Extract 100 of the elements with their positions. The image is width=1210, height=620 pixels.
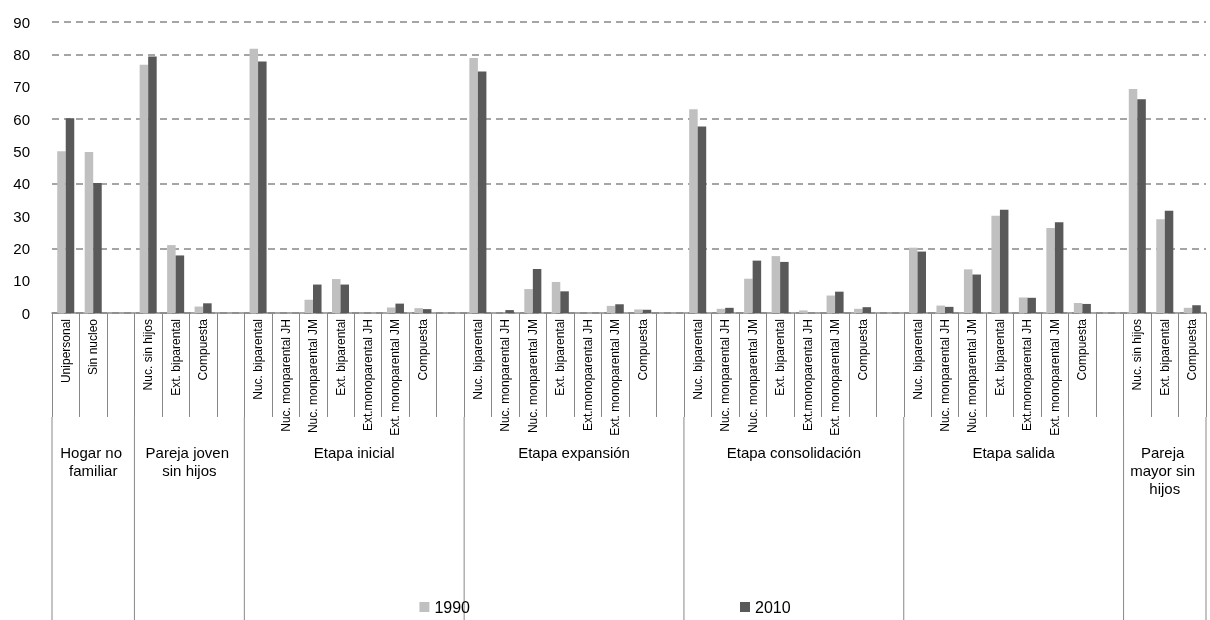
bar — [1018, 297, 1028, 313]
y-tick-label: 60 — [13, 110, 30, 128]
bar — [139, 64, 149, 313]
x-tick-label: Ext. biparental — [333, 319, 348, 396]
bar — [1054, 222, 1064, 313]
text: Etapa consolidación — [726, 443, 861, 461]
bar — [689, 109, 698, 313]
x-tick-label: Compuesta — [196, 318, 211, 381]
bar — [1192, 305, 1201, 313]
text: Pareja joven sin hijos — [145, 443, 234, 479]
y-tick-label: 50 — [13, 142, 30, 160]
x-tick-label: Nuc. monparental JH — [498, 319, 513, 432]
x-tick-label: Ext.monoparental JH — [800, 319, 815, 432]
bar — [203, 303, 212, 313]
x-tick-label: Nuc. sin hijos — [141, 319, 156, 391]
x-tick-label: Ext.monoparental JH — [580, 319, 595, 432]
bar — [340, 284, 350, 313]
bar — [744, 278, 753, 313]
x-tick-label: Compuesta — [1185, 318, 1200, 381]
bar — [615, 304, 624, 313]
bar — [532, 269, 542, 313]
y-tick-label: 10 — [13, 272, 30, 290]
y-tick-label: 0 — [21, 304, 30, 322]
bar — [799, 310, 808, 313]
bar — [936, 305, 945, 313]
x-tick-label: Ext. monoparental JM — [388, 319, 403, 436]
x-tick-label: Nuc. monparental JH — [718, 319, 733, 432]
x-tick-label: Nuc. monparental JM — [306, 319, 321, 434]
bar — [524, 289, 533, 313]
bar — [999, 209, 1009, 313]
bar — [1046, 227, 1055, 313]
bar — [835, 291, 844, 313]
bar — [1164, 210, 1174, 313]
x-tick-label: Ext. monoparental JM — [828, 319, 843, 436]
x-tick-label: Ext.monoparental JH — [1020, 319, 1035, 432]
bar — [1027, 297, 1036, 313]
x-tick-label: Ext. biparental — [773, 319, 788, 396]
x-tick-label: Nuc. monparental JH — [278, 319, 293, 432]
bar — [771, 256, 781, 313]
y-tick-label: 90 — [13, 13, 30, 31]
bar — [1082, 303, 1091, 313]
x-tick-label: Compuesta — [635, 318, 650, 381]
bar — [634, 309, 643, 313]
text: Etapa expansión — [518, 443, 630, 461]
x-tick-label: Compuesta — [855, 318, 870, 381]
bar — [725, 307, 734, 313]
x-tick-label: Nuc. monparental JH — [937, 319, 952, 432]
legend-label: 1990 — [434, 598, 471, 616]
x-tick-label: Ext.monoparental JH — [360, 319, 375, 432]
bar — [908, 247, 918, 313]
bar — [469, 57, 478, 313]
bar — [313, 284, 322, 313]
x-tick-label: Nuc. monparental JM — [745, 319, 760, 434]
x-tick-label: Sin nucleo — [86, 318, 101, 376]
y-tick-label: 70 — [13, 78, 30, 96]
bar — [422, 309, 432, 313]
x-tick-label: Ext. biparental — [992, 319, 1007, 396]
bar — [331, 279, 341, 313]
bar — [963, 269, 973, 313]
bar — [1183, 307, 1193, 313]
bar — [826, 295, 836, 313]
x-tick-label: Nuc. biparental — [251, 319, 266, 400]
bar — [917, 251, 927, 313]
bar — [780, 261, 789, 313]
y-tick-label: 30 — [13, 207, 30, 225]
bar — [1128, 88, 1138, 313]
bar — [991, 215, 1000, 313]
bar — [175, 255, 185, 313]
x-tick-label: Ext. monoparental JM — [1047, 319, 1062, 436]
bar — [148, 56, 157, 313]
bar — [560, 291, 569, 313]
bar — [752, 260, 762, 313]
bar — [1137, 99, 1146, 313]
text: Etapa inicial — [313, 443, 395, 461]
bar — [551, 281, 561, 313]
bar — [167, 245, 176, 313]
x-tick-label: Ext. biparental — [553, 319, 568, 396]
bar — [304, 299, 314, 313]
x-tick-label: Ext. biparental — [168, 319, 183, 396]
bar — [395, 303, 404, 313]
bar — [258, 61, 267, 313]
x-tick-label: Ext. biparental — [1157, 319, 1172, 396]
x-tick-label: Unipersonal — [58, 319, 73, 384]
x-tick-label: Nuc. monparental JM — [525, 319, 540, 434]
bar — [477, 71, 487, 313]
text: Hogar no familiar — [60, 443, 127, 479]
y-tick-label: 80 — [13, 45, 30, 63]
bar — [1156, 219, 1165, 313]
bar — [944, 306, 954, 313]
x-tick-label: Compuesta — [415, 318, 430, 381]
x-tick-label: Nuc. biparental — [910, 319, 925, 400]
bar — [854, 308, 863, 313]
x-tick-label: Nuc. monparental JM — [965, 319, 980, 434]
bar — [57, 151, 66, 313]
bar — [414, 308, 423, 313]
bar — [505, 310, 514, 313]
bar — [84, 151, 94, 313]
y-tick-label: 20 — [13, 239, 30, 257]
text: Etapa salida — [972, 443, 1056, 461]
bar — [697, 126, 707, 313]
